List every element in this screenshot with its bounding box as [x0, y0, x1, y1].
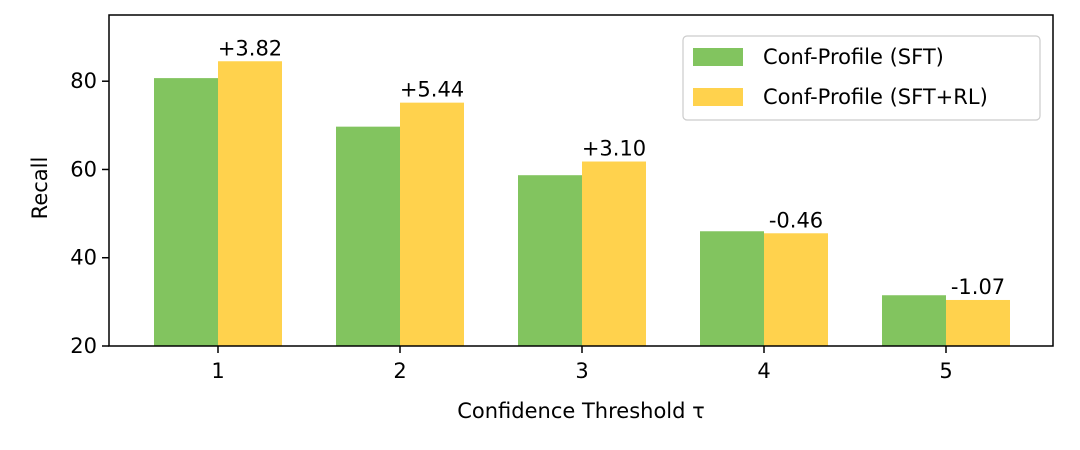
bars-layer [154, 61, 1010, 347]
delta-label-1: +3.82 [218, 36, 282, 60]
x-tick-label-2: 2 [393, 359, 406, 383]
x-tick-label-5: 5 [939, 359, 952, 383]
y-tick-label-80: 80 [70, 69, 97, 93]
x-tick-label-3: 3 [575, 359, 588, 383]
legend-frame [682, 35, 1041, 121]
bar-sft-rl-5 [946, 299, 1010, 346]
x-axis-title: Confidence Threshold τ [457, 399, 705, 423]
bar-sft-1 [154, 78, 218, 347]
y-tick-label-60: 60 [70, 157, 97, 181]
legend-swatch-sft [693, 48, 743, 66]
y-tick-label-20: 20 [70, 334, 97, 358]
x-tick-label-4: 4 [757, 359, 770, 383]
delta-label-3: +3.10 [582, 137, 646, 161]
bar-sft-5 [882, 295, 946, 346]
delta-label-4: -0.46 [769, 208, 823, 232]
y-axis-title: Recall [28, 157, 52, 220]
delta-label-2: +5.44 [400, 78, 464, 102]
bar-sft-rl-1 [218, 61, 282, 346]
x-axis: 1 2 3 4 5 [211, 346, 953, 383]
y-axis: 20 40 60 80 [70, 69, 109, 358]
bar-sft-3 [518, 175, 582, 346]
plot-frame [108, 14, 1054, 347]
legend-swatch-sft-rl [693, 88, 743, 106]
y-tick-label-40: 40 [70, 246, 97, 270]
bar-sft-rl-4 [764, 233, 828, 346]
x-tick-label-1: 1 [211, 359, 224, 383]
bar-sft-rl-2 [400, 102, 464, 346]
bar-sft-2 [336, 126, 400, 346]
bar-sft-rl-3 [582, 161, 646, 346]
legend-label-sft: Conf-Profile (SFT) [763, 45, 944, 69]
bar-sft-4 [700, 231, 764, 346]
delta-label-5: -1.07 [951, 275, 1005, 299]
legend: Conf-Profile (SFT) Conf-Profile (SFT+RL) [682, 35, 1041, 121]
data-labels-layer: +3.82 +5.44 +3.10 -0.46 -1.07 [218, 36, 1005, 299]
legend-label-sft-rl: Conf-Profile (SFT+RL) [763, 85, 988, 109]
